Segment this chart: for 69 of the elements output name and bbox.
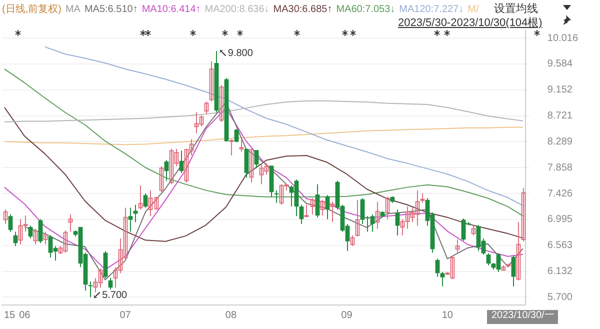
- candlestick: [154, 196, 159, 210]
- x-tick-label: 15: [4, 310, 16, 321]
- candlestick: [38, 218, 43, 244]
- legend-title: MA: [65, 4, 80, 15]
- candlestick: [138, 185, 143, 210]
- text: MA60:7.053↓: [336, 4, 396, 15]
- candlestick: [249, 148, 254, 184]
- candlestick: [355, 199, 360, 238]
- chart-subtitle: 2023/5/30-2023/10/30(104根): [398, 16, 542, 30]
- candlestick: [68, 214, 73, 232]
- candlestick: [33, 228, 38, 245]
- y-tick-label: 5.700: [547, 292, 573, 303]
- y-tick-label: 8.721: [547, 110, 573, 122]
- text: 设置均线: [494, 2, 538, 16]
- x-tick-label: 2023/10/30/一: [491, 310, 554, 321]
- x-tick-label: 07: [120, 310, 132, 321]
- candlestick: [420, 192, 425, 204]
- candlestick: [299, 204, 304, 224]
- candlestick: [133, 204, 138, 223]
- text: MA120:7.227↓: [399, 4, 464, 15]
- y-tick-label: 9.584: [547, 58, 573, 70]
- text: MA30:6.685↑: [273, 4, 332, 15]
- text: M/: [468, 4, 479, 15]
- y-tick-label: 6.995: [547, 214, 573, 226]
- candlestick: [471, 225, 476, 236]
- y-tick-label: 9.152: [547, 84, 573, 96]
- candlestick: [159, 166, 164, 193]
- candlestick: [234, 128, 239, 143]
- candlestick: [3, 209, 8, 224]
- y-tick-label: 8.289: [547, 136, 573, 148]
- candlestick: [229, 138, 234, 156]
- candlestick: [455, 239, 460, 254]
- candlestick: [219, 84, 224, 122]
- x-tick-label: 09: [341, 310, 353, 321]
- candlestick: [440, 271, 445, 287]
- text: MA200:8.636↓: [204, 4, 270, 15]
- candlestick: [310, 198, 315, 215]
- x-tick-label: 10: [442, 310, 454, 321]
- candlestick: [320, 199, 325, 216]
- candlestick: [239, 138, 244, 152]
- x-tick-label: 08: [225, 310, 237, 321]
- candlestick: [143, 192, 148, 208]
- candlestick: [350, 234, 355, 247]
- candlestick: [209, 60, 214, 102]
- candlestick: [315, 184, 320, 218]
- candlestick: [254, 150, 259, 169]
- candlestick: [330, 201, 335, 223]
- y-tick-label: 7.426: [547, 188, 573, 200]
- y-tick-label: 7.858: [547, 162, 573, 174]
- x-tick-label: 06: [19, 310, 31, 321]
- y-tick-label: 6.563: [547, 240, 573, 252]
- candlestick: [516, 222, 521, 281]
- annotation: 9.800: [228, 48, 254, 59]
- candlestick: [385, 196, 390, 220]
- candlestick: [486, 252, 491, 266]
- candlestick: [8, 214, 13, 232]
- candlestick: [204, 100, 209, 115]
- y-tick-label: 6.132: [547, 266, 573, 278]
- candlestick: [304, 204, 309, 218]
- candlestick: [43, 231, 48, 245]
- text: MA5:6.510↑: [84, 4, 138, 15]
- candlestick: [148, 190, 153, 217]
- text: MA10:6.414↑: [142, 4, 201, 15]
- annotation: 5.700: [102, 290, 128, 301]
- y-tick-label: 10.016: [547, 32, 578, 44]
- candlestick: [511, 255, 516, 287]
- chart-title: (日线,前复权): [2, 4, 62, 15]
- candlestick: [375, 201, 380, 230]
- candlestick: [521, 187, 526, 242]
